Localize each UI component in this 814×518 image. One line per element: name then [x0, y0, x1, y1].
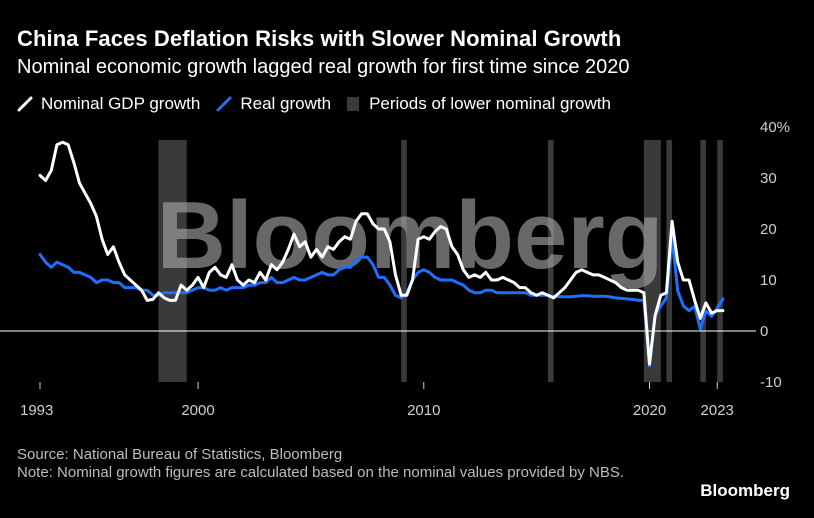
shaded-period-3	[643, 140, 661, 382]
source-note: Source: National Bureau of Statistics, B…	[17, 446, 343, 463]
legend-real-swatch-icon	[216, 96, 232, 112]
x-tick-label: 1993	[20, 402, 53, 419]
legend-item-real: Real growth	[216, 94, 331, 114]
y-tick-label: 30	[760, 170, 777, 187]
x-tick-label: 2020	[633, 402, 666, 419]
x-axis-ticks: 1993 2000 2010 2020 2023	[20, 382, 734, 419]
footnote: Source: National Bureau of Statistics, B…	[17, 446, 657, 482]
legend-real-label: Real growth	[240, 94, 332, 113]
y-axis-ticks: 40% 30 20 10 0 -10	[760, 119, 790, 391]
shaded-period-1	[401, 140, 407, 382]
legend-periods-swatch-icon	[347, 97, 360, 111]
series-nominal-gdp-growth	[38, 140, 725, 366]
y-tick-label: -10	[760, 374, 782, 391]
x-tick-label: 2010	[407, 402, 440, 419]
legend-nominal-label: Nominal GDP growth	[41, 94, 201, 113]
legend-nominal-swatch-icon	[17, 96, 33, 112]
y-tick-label: 40%	[760, 119, 790, 136]
x-tick-label: 2023	[701, 402, 734, 419]
legend-item-periods: Periods of lower nominal growth	[347, 94, 611, 114]
series-real-growth	[38, 236, 725, 368]
chart-legend: Nominal GDP growth Real growth Periods o…	[17, 94, 627, 114]
y-tick-label: 0	[760, 323, 768, 340]
shaded-period-5	[700, 140, 706, 382]
series-group	[38, 140, 725, 368]
shaded-period-0	[158, 140, 187, 382]
shaded-period-2	[547, 140, 554, 382]
brand-logo: Bloomberg	[700, 481, 790, 500]
shaded-period-6	[717, 140, 723, 382]
legend-item-nominal: Nominal GDP growth	[17, 94, 200, 114]
chart-subtitle: Nominal economic growth lagged real grow…	[17, 56, 630, 78]
legend-periods-label: Periods of lower nominal growth	[369, 94, 611, 113]
chart-title: China Faces Deflation Risks with Slower …	[17, 26, 622, 51]
x-tick-label: 2000	[181, 402, 214, 419]
y-tick-label: 20	[760, 221, 777, 238]
y-tick-label: 10	[760, 272, 777, 289]
method-note: Note: Nominal growth figures are calcula…	[17, 464, 625, 481]
